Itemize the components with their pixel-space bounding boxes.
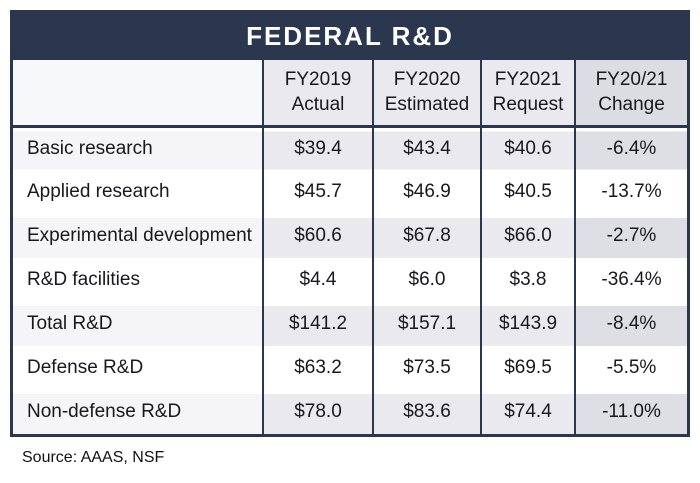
- column-header-line2: Actual: [291, 94, 345, 116]
- column-header-line2: Estimated: [384, 94, 470, 116]
- cell-fy2021: $40.5: [480, 170, 575, 214]
- cell-fy2021: $74.4: [480, 390, 575, 434]
- row-label: Non-defense R&D: [13, 390, 263, 434]
- column-header-fy2020: FY2020 Estimated: [372, 60, 481, 128]
- column-header-line1: FY2020: [393, 69, 461, 91]
- table-row-experimental-development: Experimental development $60.6 $67.8 $66…: [13, 214, 687, 258]
- cell-change: -5.5%: [574, 346, 687, 390]
- cell-fy2020: $157.1: [372, 302, 481, 346]
- cell-fy2020: $6.0: [372, 258, 481, 302]
- cell-fy2019: $78.0: [262, 390, 373, 434]
- column-header-empty: [13, 60, 263, 128]
- cell-fy2021: $66.0: [480, 214, 575, 258]
- title-banner: FEDERAL R&D: [13, 13, 687, 60]
- cell-change: -13.7%: [574, 170, 687, 214]
- column-header-fy2021: FY2021 Request: [480, 60, 575, 128]
- column-header-change: FY20/21 Change: [574, 60, 687, 128]
- row-label: Experimental development: [13, 214, 263, 258]
- cell-fy2019: $39.4: [262, 126, 373, 170]
- column-header-line2: Request: [492, 94, 564, 116]
- cell-change: -8.4%: [574, 302, 687, 346]
- page: FEDERAL R&D FY2019 Actual FY2020 Estimat…: [10, 10, 690, 466]
- federal-rd-panel: FEDERAL R&D FY2019 Actual FY2020 Estimat…: [10, 10, 690, 437]
- cell-change: -2.7%: [574, 214, 687, 258]
- cell-fy2019: $60.6: [262, 214, 373, 258]
- source-note: Source: AAAS, NSF: [22, 449, 165, 466]
- column-header-line1: FY20/21: [595, 69, 668, 91]
- row-label: Basic research: [13, 126, 263, 170]
- table-header-row: FY2019 Actual FY2020 Estimated FY2021 Re…: [13, 60, 687, 128]
- cell-change: -36.4%: [574, 258, 687, 302]
- cell-fy2020: $83.6: [372, 390, 481, 434]
- table-row-defense-rd: Defense R&D $63.2 $73.5 $69.5 -5.5%: [13, 346, 687, 390]
- cell-fy2019: $141.2: [262, 302, 373, 346]
- table-row-rd-facilities: R&D facilities $4.4 $6.0 $3.8 -36.4%: [13, 258, 687, 302]
- column-header-line1: FY2019: [284, 69, 352, 91]
- column-header-fy2019: FY2019 Actual: [262, 60, 373, 128]
- cell-fy2020: $73.5: [372, 346, 481, 390]
- column-header-line2: Change: [598, 94, 665, 116]
- federal-rd-table: FY2019 Actual FY2020 Estimated FY2021 Re…: [13, 60, 687, 434]
- cell-fy2020: $46.9: [372, 170, 481, 214]
- row-label: R&D facilities: [13, 258, 263, 302]
- cell-fy2020: $43.4: [372, 126, 481, 170]
- cell-change: -11.0%: [574, 390, 687, 434]
- table-row-applied-research: Applied research $45.7 $46.9 $40.5 -13.7…: [13, 170, 687, 214]
- cell-fy2021: $69.5: [480, 346, 575, 390]
- row-label: Defense R&D: [13, 346, 263, 390]
- cell-fy2021: $3.8: [480, 258, 575, 302]
- table-row-basic-research: Basic research $39.4 $43.4 $40.6 -6.4%: [13, 126, 687, 170]
- row-label: Total R&D: [13, 302, 263, 346]
- cell-change: -6.4%: [574, 126, 687, 170]
- row-label: Applied research: [13, 170, 263, 214]
- column-header-line1: FY2021: [494, 69, 562, 91]
- page-title: FEDERAL R&D: [246, 21, 454, 51]
- cell-fy2019: $4.4: [262, 258, 373, 302]
- cell-fy2019: $63.2: [262, 346, 373, 390]
- table-row-non-defense-rd: Non-defense R&D $78.0 $83.6 $74.4 -11.0%: [13, 390, 687, 434]
- cell-fy2020: $67.8: [372, 214, 481, 258]
- cell-fy2021: $143.9: [480, 302, 575, 346]
- cell-fy2019: $45.7: [262, 170, 373, 214]
- table-row-total-rd: Total R&D $141.2 $157.1 $143.9 -8.4%: [13, 302, 687, 346]
- cell-fy2021: $40.6: [480, 126, 575, 170]
